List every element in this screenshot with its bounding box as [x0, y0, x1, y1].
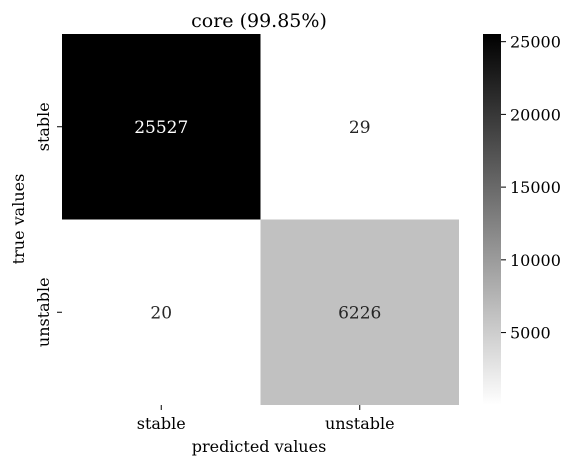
colorbar-ticks: 5000 10000 15000 20000 25000: [501, 33, 561, 343]
colorbar: [483, 34, 501, 405]
x-axis-label: predicted values: [192, 437, 327, 456]
y-tick-label: unstable: [34, 277, 53, 347]
x-axis-ticks: stable unstable: [137, 405, 395, 433]
colorbar-tick-label: 5000: [510, 324, 551, 343]
x-tick-label: unstable: [325, 414, 395, 433]
chart-title: core (99.85%): [191, 10, 327, 32]
heatmap-cells: 25527 29 20 6226: [62, 34, 459, 405]
heatmap-cell: [62, 34, 261, 220]
cell-value-label: 25527: [134, 118, 188, 138]
x-tick-label: stable: [137, 414, 186, 433]
y-axis-label: true values: [9, 174, 28, 265]
colorbar-tick-label: 20000: [510, 105, 561, 124]
colorbar-tick-label: 25000: [510, 33, 561, 52]
cell-value-label: 6226: [338, 303, 381, 323]
heatmap-cell: [62, 219, 261, 405]
y-axis-ticks: stable unstable: [34, 102, 62, 347]
colorbar-tick-label: 10000: [510, 251, 561, 270]
colorbar-tick-label: 15000: [510, 178, 561, 197]
heatmap-cell: [260, 219, 459, 405]
cell-value-label: 20: [150, 303, 172, 323]
y-tick-label: stable: [34, 102, 53, 151]
cell-value-label: 29: [349, 118, 371, 138]
heatmap-cell: [260, 34, 459, 220]
